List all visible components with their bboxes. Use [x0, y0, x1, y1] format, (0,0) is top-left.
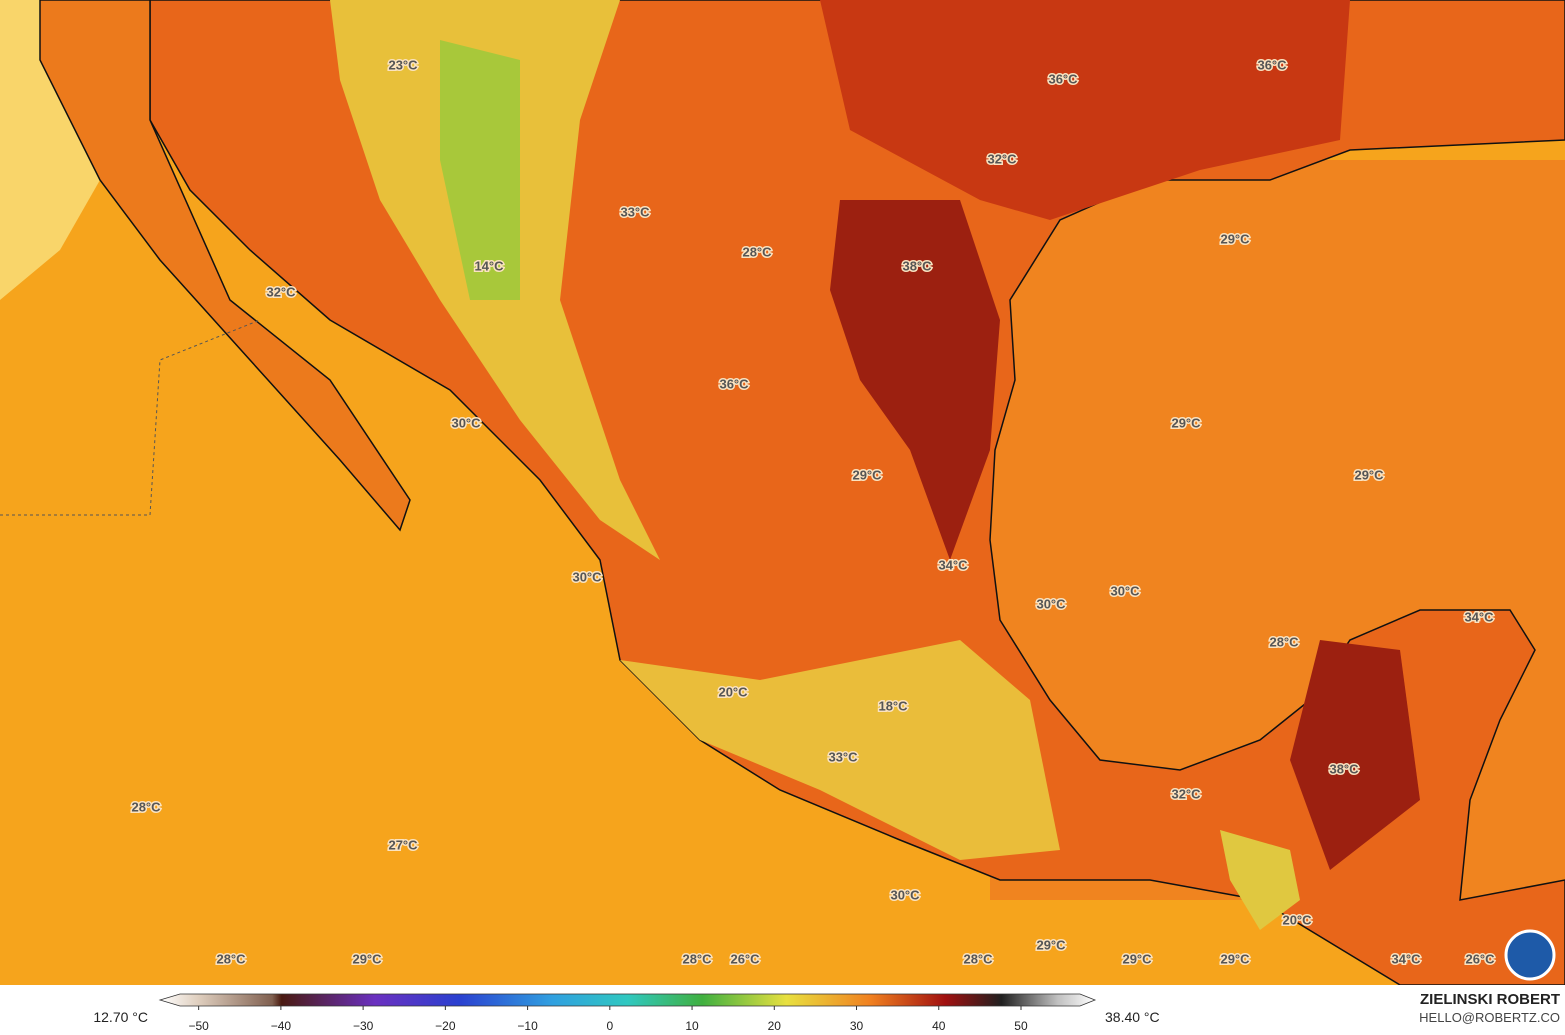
noaa-logo: [1504, 929, 1556, 981]
cool-coast: [0, 0, 100, 300]
temperature-label: 29°C: [1171, 415, 1201, 430]
colorbar-tick-label: −20: [435, 1019, 456, 1033]
temperature-label: 28°C: [216, 951, 246, 966]
temperature-label: 33°C: [828, 749, 858, 764]
temperature-label: 38°C: [902, 258, 932, 273]
temperature-label: 29°C: [1036, 937, 1066, 952]
temperature-label: 20°C: [718, 684, 748, 699]
temperature-label: 33°C: [620, 204, 650, 219]
temperature-label: 28°C: [742, 244, 772, 259]
temperature-label: 30°C: [451, 415, 481, 430]
highlands-guatemala: [1220, 830, 1300, 930]
contour: [0, 319, 261, 516]
colorbar-tick-label: 40: [932, 1019, 946, 1033]
colorbar-tick-label: −50: [188, 1019, 209, 1033]
temperature-label: 27°C: [388, 837, 418, 852]
hot-region-yucatan: [1290, 640, 1420, 870]
colorbar-tick-label: 10: [685, 1019, 699, 1033]
map: [0, 0, 1565, 986]
colorbar-tick-label: 0: [606, 1019, 613, 1033]
hot-region-north: [820, 0, 1350, 220]
colorbar-min: 12.70 °C: [93, 1009, 148, 1025]
temperature-label: 29°C: [1220, 231, 1250, 246]
temperature-label: 18°C: [878, 698, 908, 713]
highlands-south: [620, 640, 1060, 860]
temperature-labels: 23°C 14°C 33°C 28°C 38°C 36°C 32°C 36°C 29°C 32°C…: [130, 56, 1497, 968]
colorbar-tick-label: −10: [517, 1019, 538, 1033]
temperature-label: 29°C: [1220, 951, 1250, 966]
colorbar-ticks: −50 −40 −30 −20 −10 0 10 20 30 40 50: [188, 1006, 1028, 1033]
highlands-green: [440, 40, 520, 300]
temperature-label: 30°C: [1110, 583, 1140, 598]
colorbar-max: 38.40 °C: [1105, 1009, 1160, 1025]
temperature-label: 26°C: [1465, 951, 1495, 966]
email: HELLO@ROBERTZ.CO: [1419, 1010, 1560, 1025]
colorbar-tick-label: −40: [271, 1019, 292, 1033]
colorbar-tick-label: 30: [850, 1019, 864, 1033]
temperature-label: 32°C: [987, 151, 1017, 166]
temperature-label: 34°C: [1464, 609, 1494, 624]
colorbar-tick-label: 50: [1014, 1019, 1028, 1033]
temperature-label: 32°C: [266, 284, 296, 299]
temperature-label: 30°C: [572, 569, 602, 584]
temperature-label: 34°C: [1391, 951, 1421, 966]
temperature-label: 29°C: [352, 951, 382, 966]
temperature-label: 29°C: [1122, 951, 1152, 966]
colorbar-tick-label: −30: [353, 1019, 374, 1033]
temperature-label: 36°C: [1048, 71, 1078, 86]
hot-region-texas: [830, 200, 1000, 560]
baja-california: [39, 0, 411, 532]
temperature-label: 34°C: [938, 557, 968, 572]
temperature-label: 30°C: [1036, 596, 1066, 611]
temperature-label: 28°C: [682, 951, 712, 966]
temperature-label: 32°C: [1171, 786, 1201, 801]
author: ZIELINSKI ROBERT: [1420, 991, 1560, 1008]
colorbar-tick-label: 20: [768, 1019, 782, 1033]
temperature-label: 29°C: [1354, 467, 1384, 482]
temperature-label: 26°C: [730, 951, 760, 966]
temperature-label: 30°C: [890, 887, 920, 902]
temperature-label: 29°C: [852, 467, 882, 482]
temperature-label: 20°C: [1282, 912, 1312, 927]
temperature-label: 36°C: [719, 376, 749, 391]
temperature-label: 28°C: [1269, 634, 1299, 649]
footer: [0, 985, 1565, 1035]
temperature-label: 38°C: [1329, 761, 1359, 776]
colorbar: [158, 993, 1097, 1007]
temperature-label: 14°C: [474, 258, 504, 273]
temperature-label: 23°C: [388, 57, 418, 72]
temperature-label: 28°C: [131, 799, 161, 814]
temperature-label: 28°C: [963, 951, 993, 966]
temperature-label: 36°C: [1257, 57, 1287, 72]
